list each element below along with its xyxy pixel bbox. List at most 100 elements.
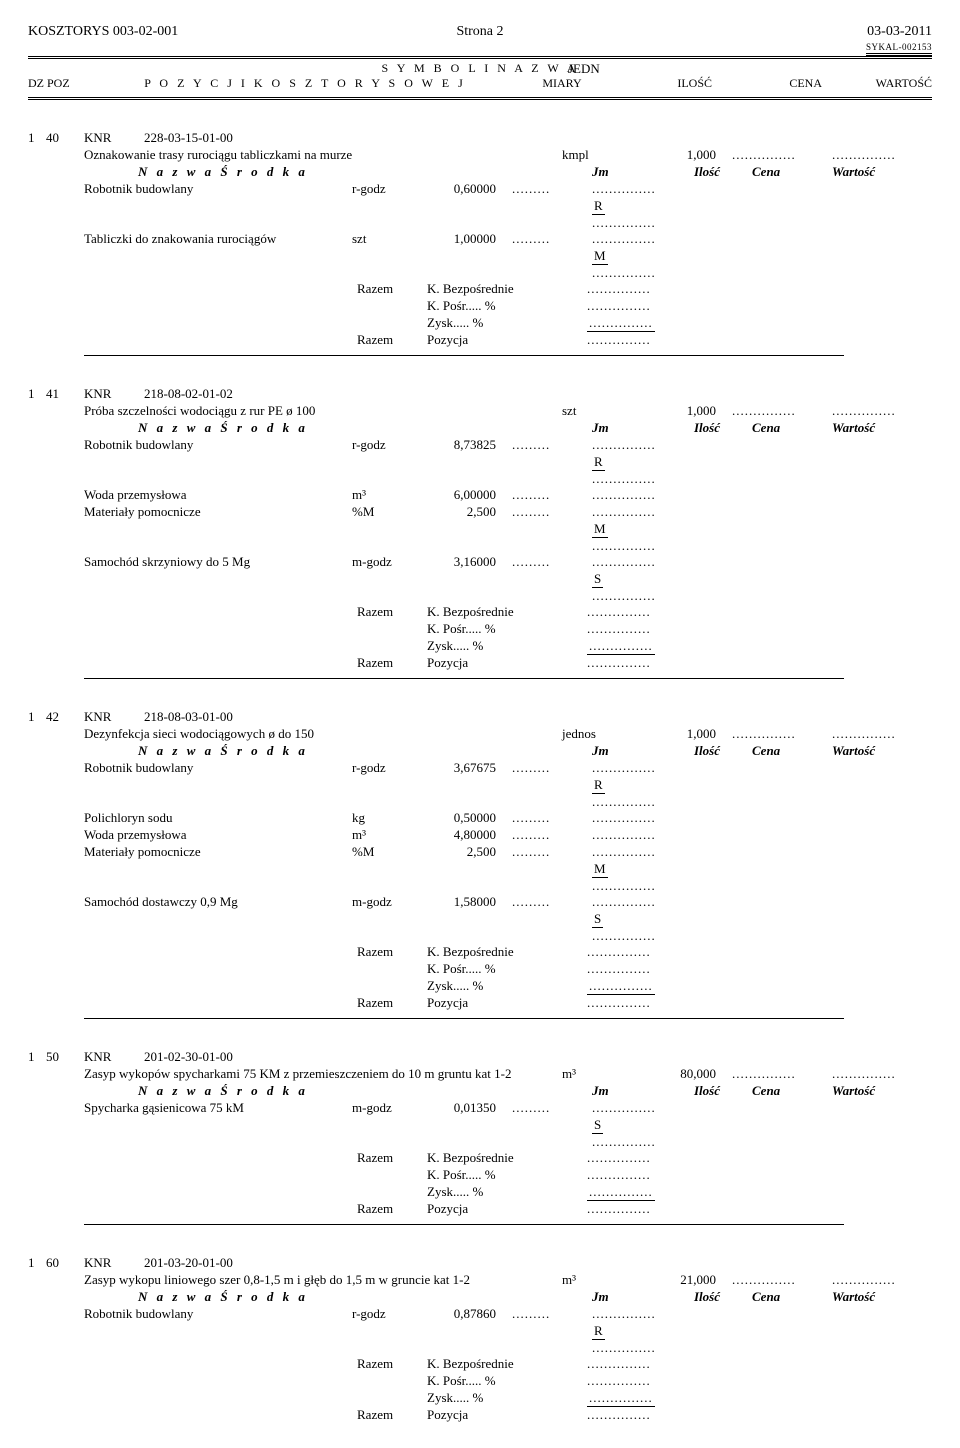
resource-row: Robotnik budowlany r-godz 8,73825 ......… — [28, 437, 932, 454]
dots: ......... — [512, 1306, 550, 1321]
position-block: 1 40 KNR 228-03-15-01-00 Oznakowanie tra… — [28, 130, 932, 356]
dots: ............... — [832, 147, 896, 162]
resource-flag-row: M............... — [28, 861, 932, 894]
nazwa-srodka-label: N a z w a Ś r o d k a — [138, 164, 592, 180]
knr-label: KNR — [84, 709, 144, 725]
resource-ilosc: 4,80000 — [422, 827, 512, 843]
resource-ilosc: 0,60000 — [422, 181, 512, 197]
dots: ......... — [512, 231, 550, 246]
summary-text: K. Bezpośrednie — [427, 944, 587, 960]
knr-label: KNR — [84, 130, 144, 146]
summary-text: Zysk..... % — [427, 1184, 587, 1200]
razem-label: Razem — [357, 944, 427, 960]
dots: ............... — [587, 1201, 651, 1216]
resource-ilosc: 3,16000 — [422, 554, 512, 570]
ilosc-header: Ilość — [662, 420, 752, 436]
summary-text: Pozycja — [427, 332, 587, 348]
summary-text: K. Pośr..... % — [427, 621, 587, 637]
resource-ilosc: 0,01350 — [422, 1100, 512, 1116]
dots: ............... — [592, 471, 656, 486]
rule-headings — [28, 97, 932, 100]
dots: ............... — [587, 1150, 651, 1165]
rms-flag: M — [592, 248, 608, 265]
resource-header-row: N a z w a Ś r o d k a Jm Ilość Cena Wart… — [28, 1083, 932, 1100]
razem-label: Razem — [357, 332, 427, 348]
summary-row: Razem Pozycja ............... — [28, 332, 932, 349]
dots: ............... — [592, 215, 656, 230]
col-miary: MIARY — [522, 76, 602, 91]
resource-jm: m³ — [352, 487, 422, 503]
dots: ............... — [587, 298, 651, 313]
cena-header: Cena — [752, 1083, 832, 1099]
resource-row: Samochód skrzyniowy do 5 Mg m-godz 3,160… — [28, 554, 932, 571]
summary-row: Razem K. Bezpośrednie ............... — [28, 1356, 932, 1373]
summary-text: Zysk..... % — [427, 1390, 587, 1406]
cena-header: Cena — [752, 164, 832, 180]
summary-row: Razem K. Bezpośrednie ............... — [28, 944, 932, 961]
cena-header: Cena — [752, 743, 832, 759]
razem-label: Razem — [357, 1150, 427, 1166]
summary-row: Razem Pozycja ............... — [28, 1201, 932, 1218]
resource-name: Samochód skrzyniowy do 5 Mg — [84, 554, 352, 570]
dots: ............... — [587, 281, 651, 296]
dots: ............... — [732, 1272, 796, 1287]
dots: ......... — [512, 554, 550, 569]
resource-header-row: N a z w a Ś r o d k a Jm Ilość Cena Wart… — [28, 420, 932, 437]
resource-name: Polichloryn sodu — [84, 810, 352, 826]
resource-ilosc: 8,73825 — [422, 437, 512, 453]
section-rule — [84, 1224, 844, 1225]
resource-jm: r-godz — [352, 181, 422, 197]
resource-row: Samochód dostawczy 0,9 Mg m-godz 1,58000… — [28, 894, 932, 911]
knr-label: KNR — [84, 1255, 144, 1271]
position-block: 1 42 KNR 218-08-03-01-00 Dezynfekcja sie… — [28, 709, 932, 1019]
summary-text: Zysk..... % — [427, 978, 587, 994]
summary-row: K. Pośr..... % ............... — [28, 1373, 932, 1390]
resource-name: Tabliczki do znakowania rurociągów — [84, 231, 352, 247]
resource-name: Robotnik budowlany — [84, 181, 352, 197]
dots: ......... — [512, 504, 550, 519]
razem-label: Razem — [357, 1201, 427, 1217]
resource-jm: szt — [352, 231, 422, 247]
dots: ............... — [587, 1373, 651, 1388]
position-title-row: Zasyp wykopów spycharkami 75 KM z przemi… — [28, 1066, 932, 1083]
summary-row: Razem K. Bezpośrednie ............... — [28, 604, 932, 621]
poz-num: 40 — [46, 130, 84, 146]
resource-ilosc: 1,00000 — [422, 231, 512, 247]
resource-name: Woda przemysłowa — [84, 827, 352, 843]
dots: ............... — [592, 878, 656, 893]
summary-text: Pozycja — [427, 1407, 587, 1423]
position-unit: jednos — [562, 726, 632, 742]
jm-header: Jm — [592, 164, 662, 180]
nazwa-srodka-label: N a z w a Ś r o d k a — [138, 420, 592, 436]
dots: ............... — [587, 1407, 651, 1422]
nazwa-srodka-label: N a z w a Ś r o d k a — [138, 1289, 592, 1305]
resource-flag-row: R............... — [28, 198, 932, 231]
rms-flag: R — [592, 198, 605, 215]
resource-flag-row: R............... — [28, 454, 932, 487]
resource-name: Woda przemysłowa — [84, 487, 352, 503]
dots: ............... — [587, 961, 651, 976]
dots: ............... — [732, 1066, 796, 1081]
rms-flag: M — [592, 521, 608, 538]
dots: ............... — [587, 995, 651, 1010]
summary-row: Razem Pozycja ............... — [28, 655, 932, 672]
resource-name: Robotnik budowlany — [84, 1306, 352, 1322]
summary-text: K. Bezpośrednie — [427, 1356, 587, 1372]
summary-text: K. Pośr..... % — [427, 1373, 587, 1389]
razem-label: Razem — [357, 281, 427, 297]
rms-flag: R — [592, 777, 605, 794]
position-code-row: 1 40 KNR 228-03-15-01-00 — [28, 130, 932, 147]
dots: ............... — [587, 1184, 655, 1201]
resource-row: Woda przemysłowa m³ 4,80000 ......... ..… — [28, 827, 932, 844]
razem-label: Razem — [357, 604, 427, 620]
resource-jm: r-godz — [352, 437, 422, 453]
dots: ............... — [587, 315, 655, 332]
wartosc-header: Wartość — [832, 1289, 932, 1305]
summary-row: Razem K. Bezpośrednie ............... — [28, 281, 932, 298]
knr-code: 201-02-30-01-00 — [144, 1049, 444, 1065]
resource-row: Polichloryn sodu kg 0,50000 ......... ..… — [28, 810, 932, 827]
position-title-row: Zasyp wykopu liniowego szer 0,8-1,5 m i … — [28, 1272, 932, 1289]
summary-text: K. Pośr..... % — [427, 298, 587, 314]
poz-num: 60 — [46, 1255, 84, 1271]
dots: ............... — [592, 588, 656, 603]
